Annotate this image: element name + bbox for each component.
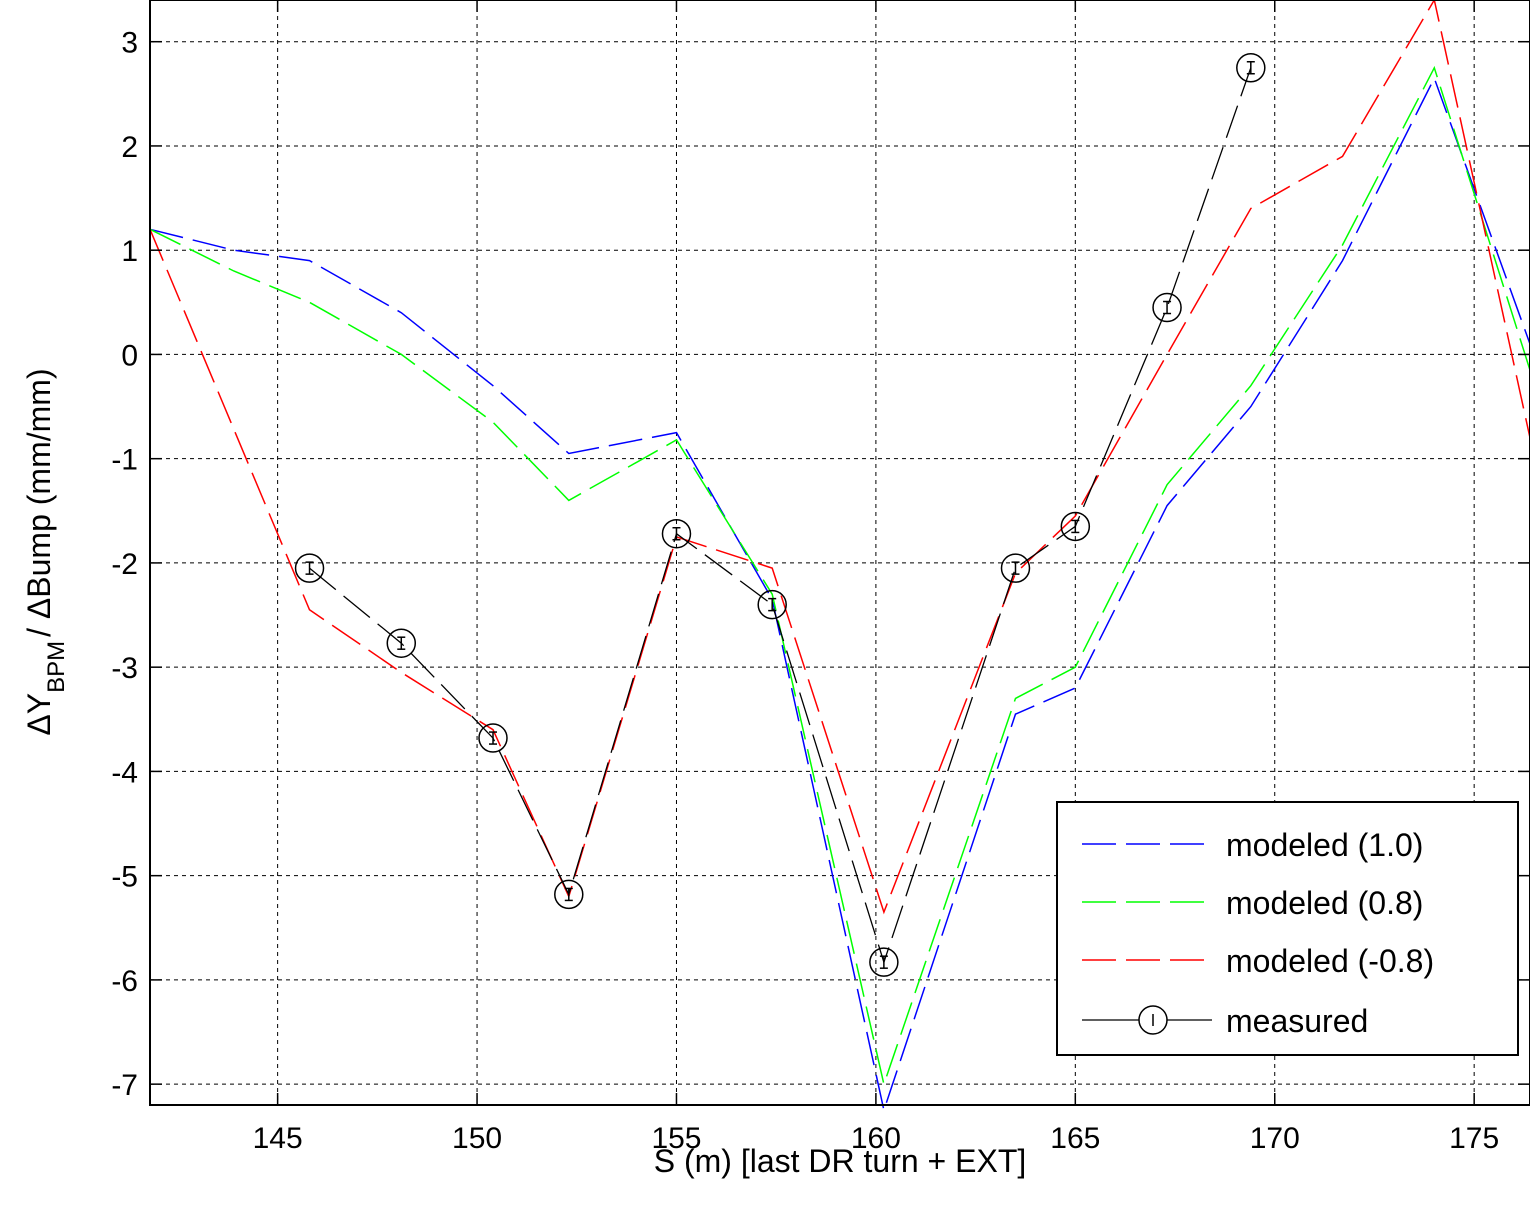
measured-point [1152,292,1182,323]
grid [150,0,1530,1105]
x-tick-label: 170 [1250,1122,1300,1155]
y-axis-label-suffix: / ΔBump (mm/mm) [21,368,57,636]
x-tick-label: 145 [253,1122,303,1155]
y-axis-label: ΔYBPM / ΔBump (mm/mm) [21,368,70,735]
measured-point [869,947,899,977]
legend-label-modeled-0-8: modeled (0.8) [1226,885,1423,921]
y-tick-label: 1 [121,235,138,268]
measured-point [478,723,508,753]
tick-labels: 145 150 155 160 165 170 175 3 2 1 0 -1 -2 -3 -4 -5 -6 -7 [111,0,1530,1155]
x-tick-label: 155 [651,1122,701,1155]
measured-point [1000,553,1031,583]
x-tick-label: 150 [452,1122,502,1155]
y-tick-label: -4 [111,756,138,789]
measured-point [1060,511,1091,542]
x-axis-label: S (m) [last DR turn + EXT] [654,1143,1027,1179]
measured-point [386,628,417,658]
y-tick-label: -6 [111,965,138,998]
series-line-2 [149,0,1530,915]
y-tick-label: -3 [111,652,138,685]
y-tick-label: -2 [111,548,138,581]
series-line-0 [149,76,1530,1114]
y-tick-label: 2 [121,131,138,164]
series-layer [149,0,1530,1114]
plot-frame [149,0,1530,1106]
legend-label-measured: measured [1226,1003,1368,1039]
measured-point [661,518,692,549]
series-line-1 [149,65,1530,1087]
y-axis-label-prefix: ΔY [21,693,57,736]
measured-point [554,879,584,910]
series-line-3 [309,67,1252,965]
x-tick-label: 175 [1449,1122,1499,1155]
y-tick-label: 3 [121,27,138,60]
measured-point [294,553,325,583]
measured-point [1236,53,1266,83]
y-tick-label: 0 [121,339,138,372]
y-axis-label-subscript: BPM [43,641,70,693]
y-tick-label: -5 [111,861,138,894]
y-tick-label: -7 [111,1069,138,1102]
x-tick-label: 160 [851,1122,901,1155]
x-tick-label: 165 [1050,1122,1100,1155]
y-tick-label: -1 [111,444,138,477]
legend: modeled (1.0) modeled (0.8) modeled (-0.… [1056,801,1519,1056]
measured-point [757,589,787,620]
legend-label-modeled-1-0: modeled (1.0) [1226,827,1423,863]
legend-label-modeled-neg-0-8: modeled (-0.8) [1226,943,1434,979]
